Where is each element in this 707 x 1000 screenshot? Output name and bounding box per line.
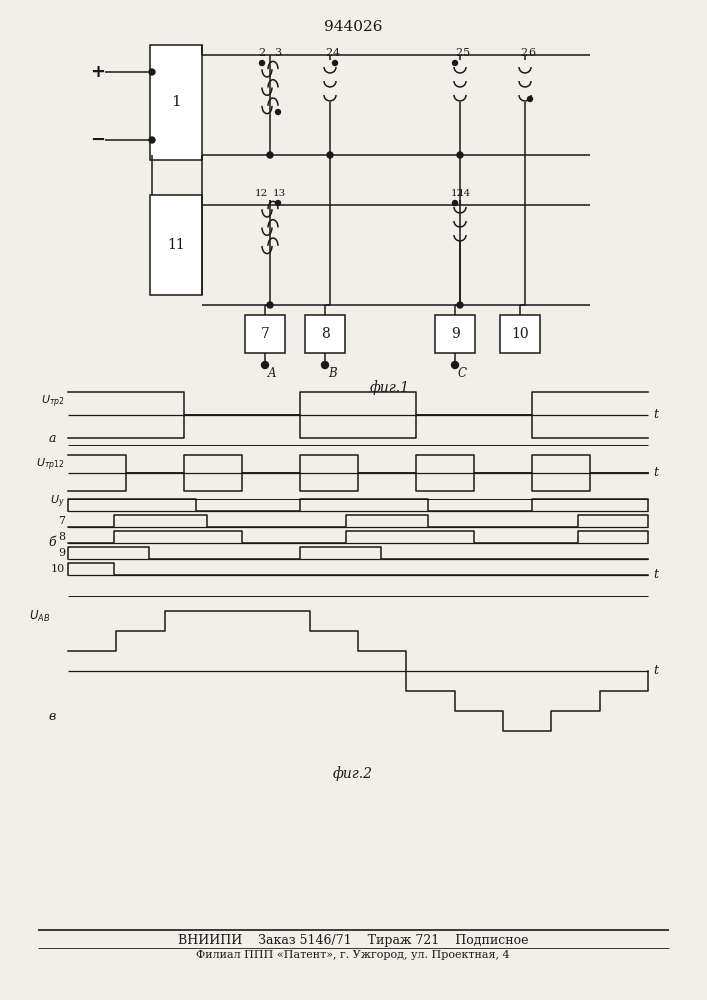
Bar (435, 315, 475, 353)
Text: $U_{тр2}$: $U_{тр2}$ (41, 394, 65, 410)
Bar (150, 45, 202, 160)
Text: 7: 7 (58, 516, 65, 526)
Text: 4: 4 (333, 48, 340, 58)
Text: 2: 2 (325, 48, 332, 58)
Circle shape (452, 60, 457, 66)
Text: B: B (328, 367, 337, 380)
Circle shape (527, 97, 532, 102)
Circle shape (267, 152, 273, 158)
Text: C: C (458, 367, 467, 380)
Text: 1: 1 (171, 96, 181, 109)
Text: 12: 12 (255, 189, 268, 198)
Circle shape (452, 361, 459, 368)
Circle shape (262, 361, 269, 368)
Text: 2: 2 (259, 48, 266, 58)
Bar (150, 195, 202, 295)
Text: 11: 11 (167, 238, 185, 252)
Text: фиг.1: фиг.1 (370, 380, 410, 395)
Text: t: t (653, 408, 658, 422)
Text: 10: 10 (511, 327, 529, 341)
Text: +: + (90, 63, 105, 81)
Circle shape (327, 152, 333, 158)
Text: t: t (653, 664, 658, 678)
Bar (500, 315, 540, 353)
Text: $U_{AB}$: $U_{AB}$ (28, 608, 50, 624)
Text: 8: 8 (58, 532, 65, 542)
Text: t: t (653, 466, 658, 480)
Text: 944026: 944026 (324, 20, 382, 34)
Text: 6: 6 (528, 48, 535, 58)
Bar (305, 315, 345, 353)
Text: 13: 13 (272, 189, 286, 198)
Text: 14: 14 (457, 189, 471, 198)
Circle shape (267, 302, 273, 308)
Bar (245, 315, 285, 353)
Text: 5: 5 (463, 48, 470, 58)
Text: 12: 12 (450, 189, 464, 198)
Text: 9: 9 (450, 327, 460, 341)
Circle shape (457, 302, 463, 308)
Text: 2: 2 (520, 48, 527, 58)
Circle shape (259, 60, 264, 66)
Text: $U_y$: $U_y$ (50, 494, 65, 510)
Text: в: в (48, 710, 56, 722)
Text: Филиал ППП «Патент», г. Ужгород, ул. Проектная, 4: Филиал ППП «Патент», г. Ужгород, ул. Про… (196, 950, 510, 960)
Text: −: − (90, 131, 105, 149)
Circle shape (452, 200, 457, 206)
Text: $U_{тр12}$: $U_{тр12}$ (36, 457, 65, 473)
Circle shape (332, 60, 337, 66)
Circle shape (276, 200, 281, 206)
Circle shape (322, 361, 329, 368)
Text: 2: 2 (455, 48, 462, 58)
Text: a: a (48, 432, 56, 445)
Text: 7: 7 (261, 327, 269, 341)
Circle shape (149, 137, 155, 143)
Text: 10: 10 (51, 564, 65, 574)
Text: фиг.2: фиг.2 (333, 766, 373, 781)
Text: б: б (48, 536, 56, 550)
Text: 8: 8 (321, 327, 329, 341)
Circle shape (457, 152, 463, 158)
Text: 3: 3 (274, 48, 281, 58)
Text: ВНИИПИ    Заказ 5146/71    Тираж 721    Подписное: ВНИИПИ Заказ 5146/71 Тираж 721 Подписное (177, 934, 528, 947)
Circle shape (149, 69, 155, 75)
Text: A: A (268, 367, 276, 380)
Text: 9: 9 (58, 548, 65, 558)
Text: t: t (653, 568, 658, 582)
Circle shape (276, 109, 281, 114)
